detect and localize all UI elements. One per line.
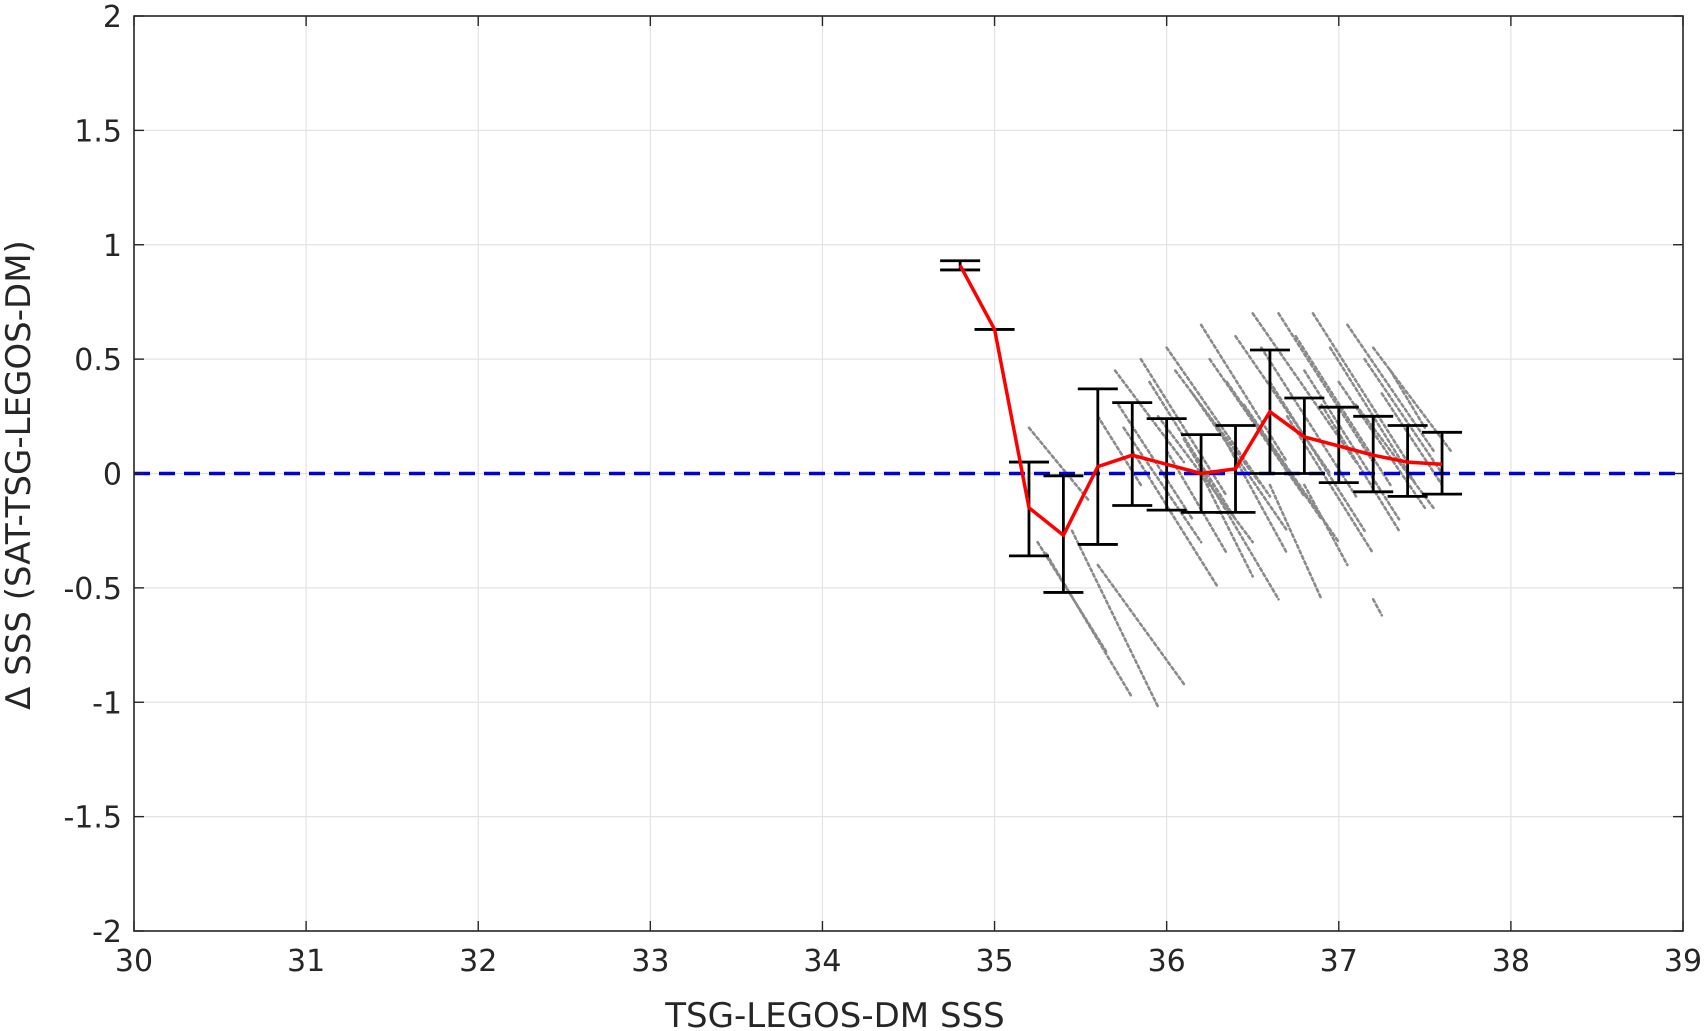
scatter-streak [1371,598,1384,617]
scatter-streak [1311,312,1409,464]
scatter-cloud [1027,312,1452,709]
x-tick-label: 39 [1664,944,1702,979]
y-tick-label: 2 [103,0,122,35]
y-tick-label: -2 [92,915,122,950]
scatter-streak [1096,563,1186,686]
x-tick-label: 32 [459,944,497,979]
x-tick-label: 35 [975,944,1013,979]
scatter-streak [1096,415,1143,487]
scatter-streak [1320,403,1401,532]
mean-line [958,264,1443,538]
scatter-streak [1113,369,1186,464]
x-tick-label: 38 [1492,944,1530,979]
scatter-streak [1268,483,1323,601]
scatter-streak [1363,357,1444,475]
scatter-streak [1380,392,1444,487]
scatter-streak [1199,472,1255,578]
scatter-streak [1285,415,1375,555]
y-tick-label: -1.5 [63,801,122,836]
scatter-streak [1182,437,1280,601]
scatter-streak [1268,380,1366,532]
scatter-streak [1303,369,1401,521]
y-tick-label: 0.5 [74,343,122,378]
scatter-streak [1070,529,1160,709]
x-tick-label: 34 [803,944,841,979]
x-tick-label: 33 [631,944,669,979]
scatter-streak [1354,403,1435,510]
scatter-streak [1260,346,1358,498]
scatter-streak [1122,426,1203,544]
x-axis-label: TSG-LEGOS-DM SSS [664,996,1004,1031]
scatter-streak [1337,380,1427,510]
axes [133,15,1684,932]
x-tick-label: 37 [1320,944,1358,979]
y-tick-label: 0 [103,458,122,493]
x-tick-label: 31 [287,944,325,979]
y-tick-label: -0.5 [63,572,122,607]
scatter-streak [1044,552,1134,699]
scatter-streak [1148,380,1237,521]
scatter-streak [1027,426,1091,503]
x-tick-label: 36 [1148,944,1186,979]
tick-labels: 30 31 32 33 34 35 36 37 38 39 -2 -1.5 -1 -0.5 0 0.5 1 1.5… [63,0,1702,979]
y-tick-label: 1 [103,229,122,264]
y-tick-label: -1 [92,686,122,721]
scatter-streak [1139,357,1229,498]
mean-line-group [958,264,1443,538]
scatter-streak [1389,369,1427,430]
scatter-streak [1294,334,1392,487]
y-tick-label: 1.5 [74,114,122,149]
y-axis-label: Δ SSS (SAT-TSG-LEGOS-DM) [0,240,39,710]
scatter-streak [1277,312,1375,464]
scatter-streak [1303,483,1349,567]
scatter-streak [1217,426,1289,555]
x-tick-label: 30 [115,944,153,979]
scatter-streak [1346,323,1435,452]
scatter-streak [1199,323,1289,464]
